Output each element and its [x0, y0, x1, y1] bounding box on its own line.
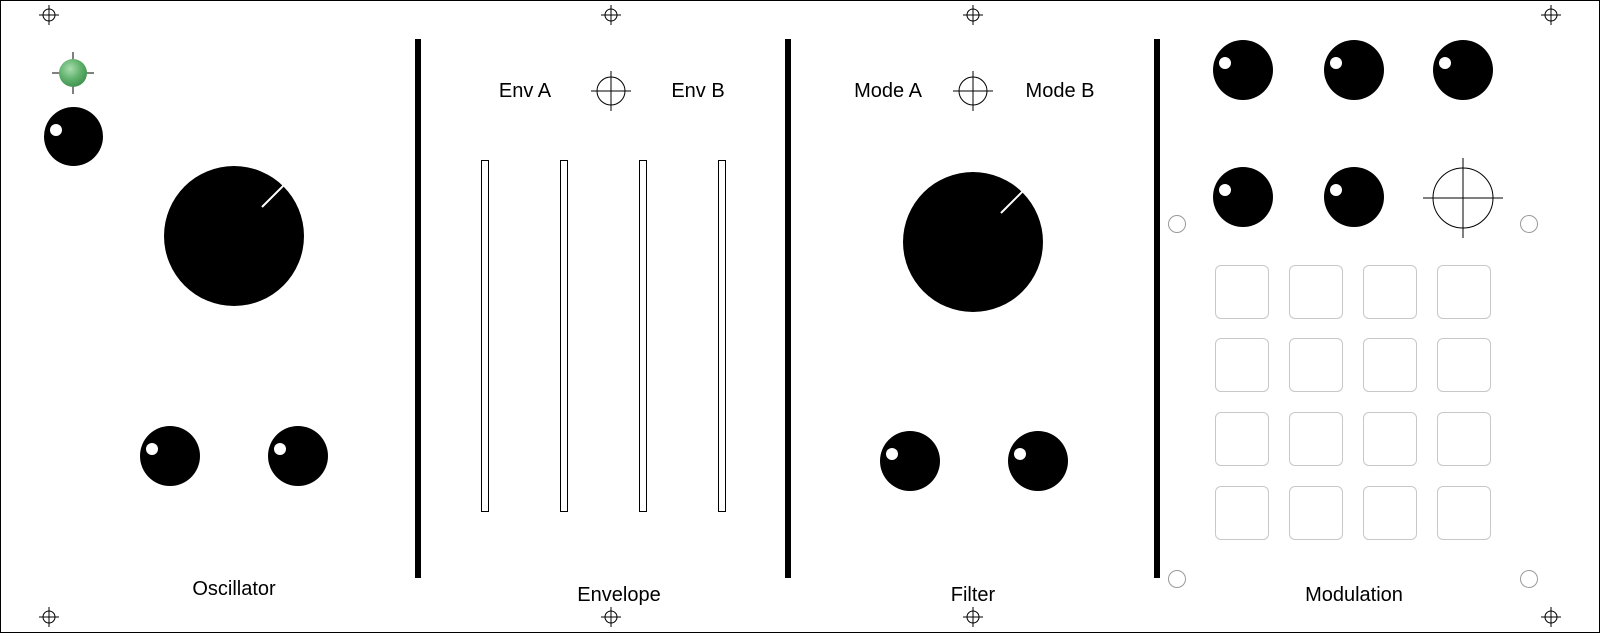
- modulation-knob-3[interactable]: [1433, 40, 1493, 100]
- envelope-slider-3[interactable]: [639, 160, 647, 512]
- modulation-pad[interactable]: [1363, 265, 1417, 319]
- modulation-pad[interactable]: [1289, 338, 1343, 392]
- mount-hole-icon: [1541, 5, 1561, 25]
- modulation-pad[interactable]: [1215, 486, 1269, 540]
- mount-hole-icon: [963, 607, 983, 627]
- module-divider: [1154, 39, 1160, 578]
- knob-indicator: [1014, 448, 1026, 460]
- filter-title: Filter: [950, 584, 996, 606]
- knob-indicator: [1330, 184, 1342, 196]
- mount-hole-icon: [1541, 607, 1561, 627]
- filter-knob-left[interactable]: [880, 431, 940, 491]
- knob-indicator: [1219, 184, 1231, 196]
- switch-label-right: Env B: [671, 80, 725, 102]
- envelope-slider-4[interactable]: [718, 160, 726, 512]
- knob-indicator: [1330, 57, 1342, 69]
- envelope-slider-1[interactable]: [481, 160, 489, 512]
- modulation-pad[interactable]: [1363, 412, 1417, 466]
- oscillator-title: Oscillator: [192, 578, 276, 600]
- modulation-pad[interactable]: [1437, 338, 1491, 392]
- knob-pointer: [1000, 191, 1023, 214]
- filter-switch-icon[interactable]: [953, 71, 993, 111]
- modulation-pad[interactable]: [1437, 265, 1491, 319]
- knob-indicator: [1219, 57, 1231, 69]
- modulation-knob-2[interactable]: [1324, 40, 1384, 100]
- modulation-pad[interactable]: [1289, 265, 1343, 319]
- mount-hole-icon: [601, 607, 621, 627]
- filter-cutoff-knob[interactable]: [903, 172, 1043, 312]
- mount-hole-icon: [39, 5, 59, 25]
- modulation-knob-4[interactable]: [1213, 167, 1273, 227]
- modulation-pad[interactable]: [1437, 412, 1491, 466]
- knob-indicator: [146, 443, 158, 455]
- oscillator-frequency-knob[interactable]: [164, 166, 304, 306]
- modulation-switch-icon[interactable]: [1423, 158, 1503, 238]
- switch-label-left: Mode A: [854, 80, 922, 102]
- module-divider: [785, 39, 791, 578]
- modulation-pad[interactable]: [1437, 486, 1491, 540]
- modulation-pad[interactable]: [1215, 338, 1269, 392]
- mount-hole-icon: [601, 5, 621, 25]
- switch-label-right: Mode B: [1025, 80, 1095, 102]
- switch-label-left: Env A: [498, 80, 552, 102]
- jack-icon[interactable]: [1520, 215, 1538, 233]
- jack-icon[interactable]: [1168, 570, 1186, 588]
- modulation-knob-1[interactable]: [1213, 40, 1273, 100]
- oscillator-small-knob[interactable]: [44, 107, 103, 166]
- mount-hole-icon: [39, 607, 59, 627]
- oscillator-led-icon: [59, 59, 87, 87]
- modulation-pad[interactable]: [1289, 412, 1343, 466]
- modulation-pad[interactable]: [1363, 486, 1417, 540]
- oscillator-knob-left[interactable]: [140, 426, 200, 486]
- envelope-title: Envelope: [577, 584, 661, 606]
- filter-knob-right[interactable]: [1008, 431, 1068, 491]
- knob-indicator: [1439, 57, 1451, 69]
- envelope-slider-2[interactable]: [560, 160, 568, 512]
- jack-icon[interactable]: [1168, 215, 1186, 233]
- modulation-pad[interactable]: [1363, 338, 1417, 392]
- knob-indicator: [50, 124, 62, 136]
- modulation-pad[interactable]: [1215, 265, 1269, 319]
- modulation-knob-5[interactable]: [1324, 167, 1384, 227]
- knob-indicator: [274, 443, 286, 455]
- knob-indicator: [886, 448, 898, 460]
- module-divider: [415, 39, 421, 578]
- knob-pointer: [261, 185, 284, 208]
- modulation-pad[interactable]: [1289, 486, 1343, 540]
- mount-hole-icon: [963, 5, 983, 25]
- jack-icon[interactable]: [1520, 570, 1538, 588]
- oscillator-knob-right[interactable]: [268, 426, 328, 486]
- modulation-title: Modulation: [1305, 584, 1403, 606]
- envelope-switch-icon[interactable]: [591, 71, 631, 111]
- modulation-pad[interactable]: [1215, 412, 1269, 466]
